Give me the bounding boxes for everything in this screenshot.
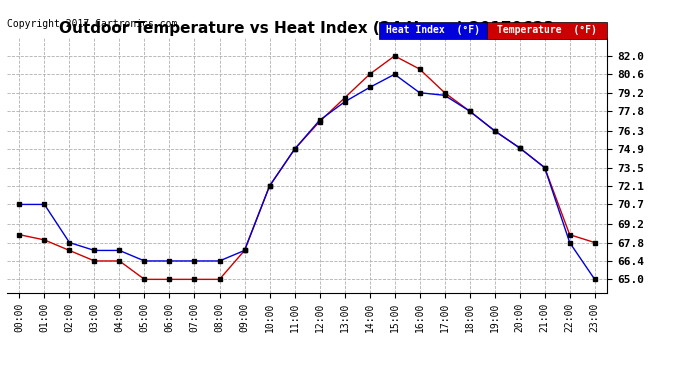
Text: Copyright 2017 Cartronics.com: Copyright 2017 Cartronics.com: [7, 19, 177, 28]
Title: Outdoor Temperature vs Heat Index (24 Hours) 20170623: Outdoor Temperature vs Heat Index (24 Ho…: [59, 21, 555, 36]
Text: Temperature  (°F): Temperature (°F): [497, 25, 597, 35]
FancyBboxPatch shape: [487, 22, 607, 39]
Text: Heat Index  (°F): Heat Index (°F): [386, 25, 480, 35]
FancyBboxPatch shape: [379, 22, 487, 39]
